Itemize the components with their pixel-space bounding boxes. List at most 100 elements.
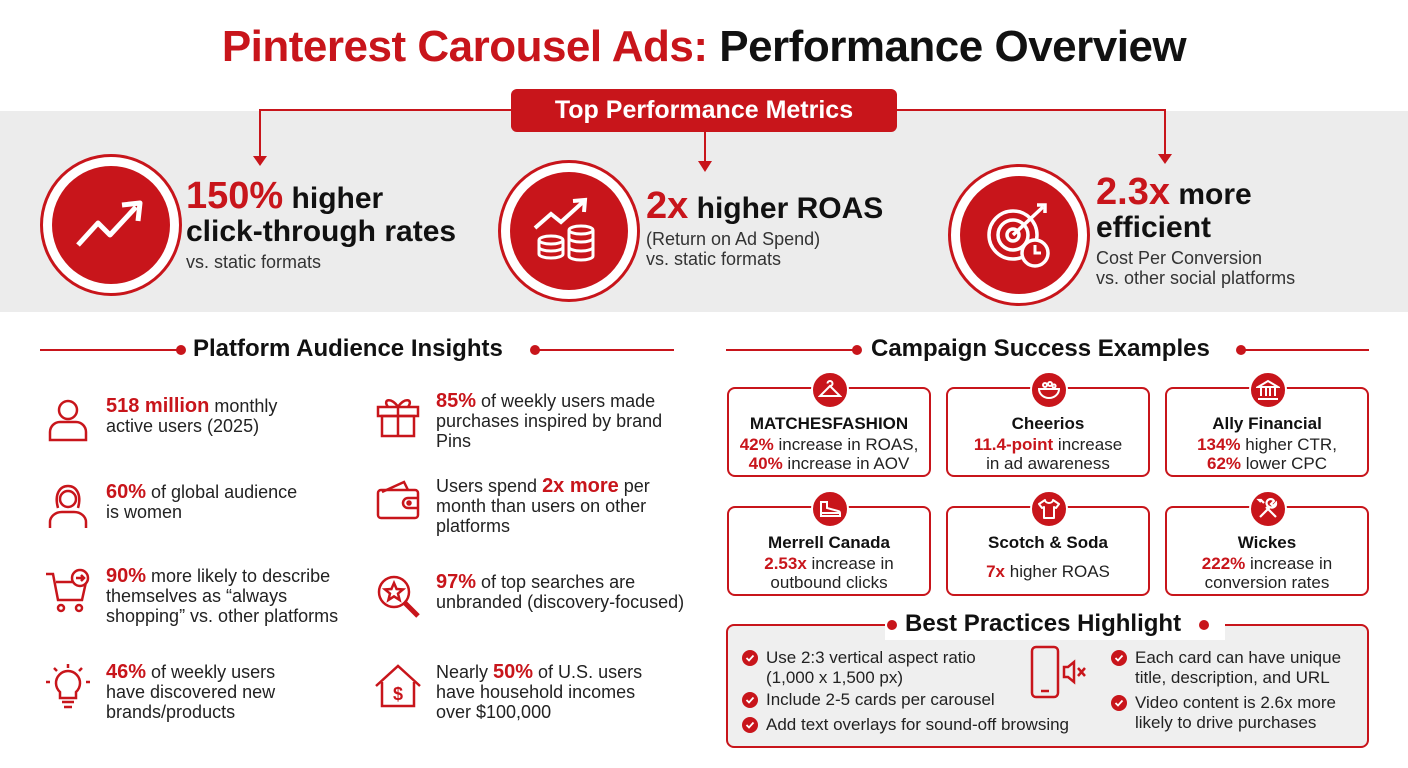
- shoe-icon: [820, 501, 841, 517]
- target-clock-icon: [987, 203, 1050, 268]
- audience-item-highlight: 90%: [106, 565, 147, 587]
- audience-item-text: per month than users on other platforms: [436, 476, 650, 536]
- metrics-center-arrow: [698, 161, 712, 172]
- campaign-name: Wickes: [1237, 533, 1297, 552]
- metric-ctr-value: 150%: [186, 175, 284, 217]
- campaign-highlight-1: 2.53x: [764, 554, 807, 573]
- audience-item-text-pre: Nearly: [436, 662, 494, 682]
- best-practices-header: Best Practices Highlight: [885, 610, 1225, 640]
- tshirt-icon: [1038, 499, 1060, 519]
- audience-item-text-pre: Users spend: [436, 476, 543, 496]
- best-practice-aspect-ratio: Use 2:3 vertical aspect ratio (1,000 x 1,…: [742, 648, 1012, 688]
- gift-icon: [376, 399, 420, 438]
- campaign-text-2: outbound clicks: [770, 573, 888, 592]
- tools-icon: [1256, 498, 1278, 518]
- campaign-text-1: higher ROAS: [1005, 562, 1110, 581]
- campaign-name: Scotch & Soda: [988, 533, 1108, 552]
- campaign-highlight-1: 11.4-point: [973, 435, 1054, 454]
- campaign-highlight-1: 222%: [1201, 554, 1246, 573]
- campaign-text-1: increase in: [1245, 554, 1333, 573]
- coins-growth-icon: [533, 197, 595, 262]
- best-practice-text: Include 2-5 cards per carousel: [766, 690, 995, 709]
- campaign-text-2: conversion rates: [1204, 573, 1330, 592]
- campaign-card-ally-financial: Ally Financial 134% higher CTR, 62% lower…: [1165, 371, 1369, 477]
- best-practice-text: Video content is 2.6x more: [1135, 693, 1336, 712]
- campaign-text-1: increase in ROAS,: [773, 435, 919, 454]
- best-practice-text: Each card can have unique: [1135, 648, 1342, 667]
- title-part2: Performance Overview: [719, 22, 1187, 71]
- check-icon: [742, 650, 758, 666]
- metric-efficiency-circle: [948, 164, 1090, 306]
- campaign-highlight-1: 134%: [1197, 435, 1241, 454]
- title-part1: Pinterest Carousel Ads:: [221, 22, 708, 71]
- audience-item-text: of top searches are unbranded (discovery…: [436, 572, 685, 612]
- check-icon: [742, 717, 758, 733]
- metric-efficiency-sub1: Cost Per Conversion: [1096, 248, 1263, 268]
- metric-roas-value: 2x: [646, 185, 689, 227]
- campaign-highlight-2: 40%: [748, 454, 783, 473]
- campaign-text-2: increase in AOV: [782, 454, 910, 473]
- metrics-header: Top Performance Metrics: [511, 89, 897, 132]
- campaign-text-1: increase: [1053, 435, 1123, 454]
- metric-ctr-sub: vs. static formats: [186, 252, 322, 272]
- campaigns-section-header: Campaign Success Examples: [726, 335, 1369, 365]
- campaign-highlight-1: 7x: [986, 562, 1006, 581]
- trend-up-arrow-icon: [76, 200, 143, 247]
- campaign-text-1: increase in: [806, 554, 894, 573]
- metric-roas-sub2: vs. static formats: [646, 249, 782, 269]
- best-practice-video: Video content is 2.6x more likely to driv…: [1111, 693, 1361, 733]
- best-practice-text-line2: (1,000 x 1,500 px): [766, 668, 904, 687]
- metric-roas-circle: [498, 160, 640, 302]
- metric-efficiency-headline: more: [1178, 178, 1252, 211]
- campaign-card-merrell-canada: Merrell Canada 2.53x increase in outbound…: [727, 490, 931, 596]
- campaign-card-wickes: Wickes 222% increase in conversion rates: [1165, 490, 1369, 596]
- metric-efficiency-sub2: vs. other social platforms: [1096, 268, 1296, 288]
- metric-roas-sub1: (Return on Ad Spend): [646, 229, 821, 249]
- audience-item-highlight: 50%: [493, 661, 534, 683]
- page-title: Pinterest Carousel Ads: Performance Over…: [0, 22, 1408, 72]
- best-practices-header-label: Best Practices Highlight: [905, 610, 1182, 637]
- check-icon: [1111, 650, 1127, 666]
- audience-section-header: Platform Audience Insights: [40, 335, 674, 365]
- campaigns-header-label: Campaign Success Examples: [871, 335, 1210, 362]
- metric-ctr-circle: [40, 154, 182, 296]
- audience-item-text: of weekly users have discovered new bran…: [106, 662, 276, 722]
- cereal-bowl-icon: [1037, 381, 1061, 399]
- campaign-name: Merrell Canada: [768, 533, 890, 552]
- campaign-name: MATCHESFASHION: [749, 414, 909, 433]
- metric-roas-headline: higher ROAS: [696, 192, 884, 225]
- best-practice-text-line2: likely to drive purchases: [1135, 713, 1317, 732]
- metric-ctr-headline-line2: click-through rates: [186, 215, 457, 248]
- best-practice-unique-card: Each card can have unique title, descript…: [1111, 648, 1361, 688]
- shopping-cart-icon: [46, 568, 90, 613]
- lightbulb-icon: [46, 664, 90, 709]
- wallet-icon: [376, 480, 420, 520]
- audience-item-text: monthly active users (2025): [106, 396, 278, 436]
- best-practice-text-overlays: Add text overlays for sound-off browsing: [742, 715, 1102, 735]
- campaign-name: Cheerios: [1011, 414, 1085, 433]
- best-practices-box: [726, 624, 1369, 748]
- best-practice-text: Use 2:3 vertical aspect ratio: [766, 648, 976, 667]
- campaign-highlight-1: 42%: [739, 435, 774, 454]
- audience-header-label: Platform Audience Insights: [193, 335, 503, 362]
- hanger-icon: [818, 380, 842, 397]
- campaign-highlight-2: 62%: [1207, 454, 1242, 473]
- campaign-card-scotch-soda: Scotch & Soda 7x higher ROAS: [946, 490, 1150, 596]
- bank-icon: [1256, 379, 1280, 400]
- check-icon: [742, 692, 758, 708]
- metric-roas: 2x higher ROAS (Return on Ad Spend) vs. …: [646, 187, 936, 269]
- metric-ctr-headline: higher: [291, 182, 384, 215]
- house-dollar-icon: $: [375, 664, 421, 708]
- campaign-card-cheerios: Cheerios 11.4-point increase in ad awaren…: [946, 371, 1150, 477]
- audience-item-highlight: 46%: [106, 661, 147, 683]
- metric-efficiency-headline-line2: efficient: [1096, 211, 1212, 244]
- audience-item-text: of global audience is women: [106, 482, 298, 522]
- phone-muted-icon: [1030, 645, 1086, 699]
- campaign-card-matchesfashion: MATCHESFASHION 42% increase in ROAS, 40% …: [727, 371, 931, 477]
- audience-item-text: of U.S. users have household incomes ove…: [436, 662, 643, 722]
- audience-item-highlight: 518 million: [106, 395, 210, 417]
- campaign-text-1: higher CTR,: [1240, 435, 1337, 454]
- audience-item-highlight: 60%: [106, 481, 147, 503]
- audience-item-highlight: 97%: [436, 571, 477, 593]
- search-star-icon: [377, 575, 420, 618]
